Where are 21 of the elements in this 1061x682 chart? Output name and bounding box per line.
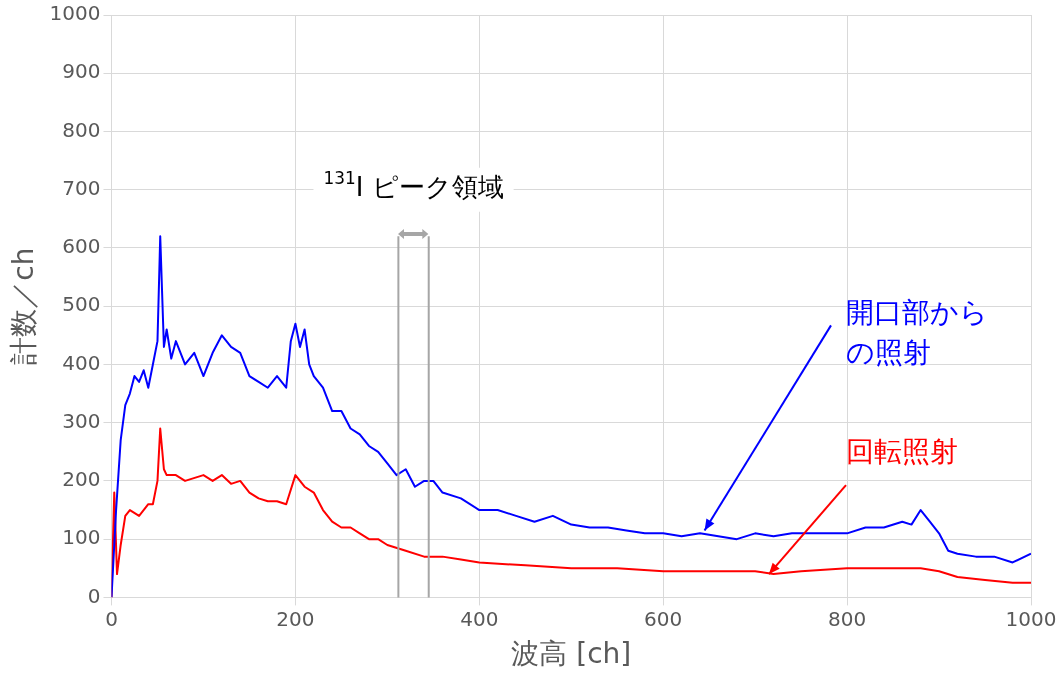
y-tick-label: 800	[62, 117, 101, 142]
x-tick-label: 400	[460, 606, 499, 631]
y-tick-label: 0	[87, 583, 101, 608]
x-tick-label: 800	[828, 606, 867, 631]
y-tick-label: 100	[62, 525, 101, 550]
x-tick-label: 600	[644, 606, 683, 631]
y-tick-label: 1000	[49, 1, 101, 26]
x-tick-label: 1000	[1005, 606, 1057, 631]
x-tick-label: 0	[105, 606, 118, 631]
y-tick-label: 300	[62, 408, 101, 433]
annotation: 回転照射	[846, 435, 958, 469]
y-tick-label: 200	[62, 467, 101, 492]
y-tick-label: 500	[62, 292, 101, 317]
x-axis-title: 波高 [ch]	[511, 637, 632, 671]
x-tick-label: 200	[276, 606, 315, 631]
y-axis-title: 計数／ch	[7, 247, 41, 365]
y-tick-label: 700	[62, 175, 101, 200]
y-tick-label: 600	[62, 234, 101, 259]
y-tick-label: 400	[62, 350, 101, 375]
annotation: 開口部からの照射	[846, 295, 988, 369]
y-tick-label: 900	[62, 59, 101, 84]
